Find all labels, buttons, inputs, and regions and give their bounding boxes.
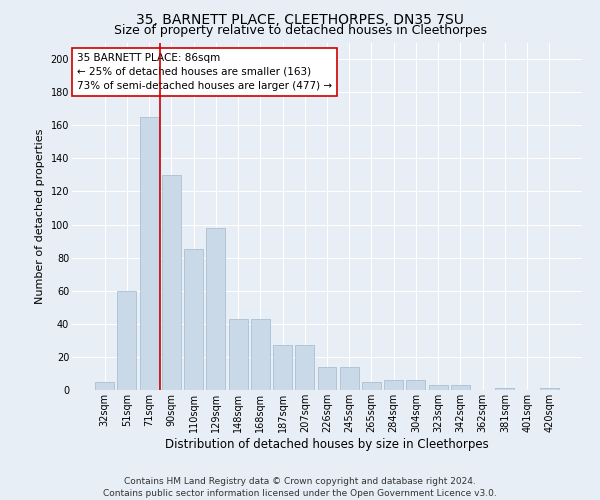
X-axis label: Distribution of detached houses by size in Cleethorpes: Distribution of detached houses by size … [165,438,489,450]
Text: Contains HM Land Registry data © Crown copyright and database right 2024.
Contai: Contains HM Land Registry data © Crown c… [103,476,497,498]
Text: 35 BARNETT PLACE: 86sqm
← 25% of detached houses are smaller (163)
73% of semi-d: 35 BARNETT PLACE: 86sqm ← 25% of detache… [77,53,332,91]
Bar [295,346,314,390]
Bar [496,388,514,390]
Bar [118,290,136,390]
Bar [140,117,158,390]
Bar [184,250,203,390]
Bar [384,380,403,390]
Bar [340,367,359,390]
Y-axis label: Number of detached properties: Number of detached properties [35,128,45,304]
Bar [229,319,248,390]
Bar [317,367,337,390]
Bar [540,388,559,390]
Bar [273,346,292,390]
Bar [251,319,270,390]
Bar [406,380,425,390]
Text: 35, BARNETT PLACE, CLEETHORPES, DN35 7SU: 35, BARNETT PLACE, CLEETHORPES, DN35 7SU [136,12,464,26]
Bar [451,385,470,390]
Bar [95,382,114,390]
Bar [162,175,181,390]
Bar [206,228,225,390]
Bar [429,385,448,390]
Bar [362,382,381,390]
Text: Size of property relative to detached houses in Cleethorpes: Size of property relative to detached ho… [113,24,487,37]
